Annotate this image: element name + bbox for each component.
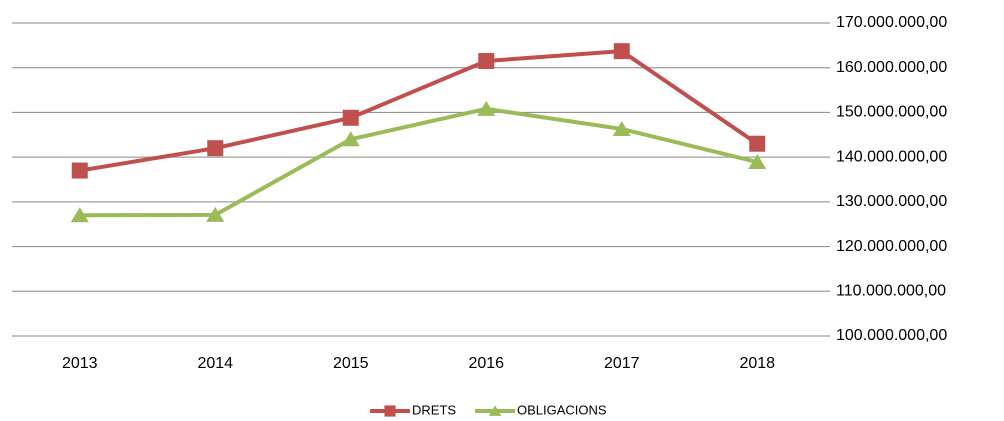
point [207,140,224,157]
x-tick-label: 2017 [604,355,640,372]
y-tick-label: 110.000.000,00 [836,283,946,300]
legend-marker [488,405,502,416]
x-tick-label: 2016 [468,355,504,372]
y-tick-label: 100.000.000,00 [836,327,947,344]
point [749,135,766,152]
point [341,131,360,147]
point [478,53,495,70]
point [342,109,359,126]
series-line [79,49,759,173]
point [71,162,88,179]
y-tick-label: 140.000.000,00 [836,148,947,165]
point [477,100,496,116]
y-tick-label: 130.000.000,00 [836,193,947,210]
point [748,154,767,170]
y-tick-label: 150.000.000,00 [836,104,947,121]
series-line [79,106,758,218]
y-tick-label: 160.000.000,00 [836,59,947,76]
y-tick-label: 120.000.000,00 [836,238,947,255]
point [206,206,225,222]
legend-label: OBLIGACIONS [517,402,607,417]
x-tick-label: 2014 [197,355,233,372]
y-tick-label: 170.000.000,00 [836,14,947,31]
point [612,120,631,136]
point [70,207,89,223]
x-tick-label: 2015 [333,355,369,372]
legend-marker [384,405,396,417]
x-tick-label: 2013 [62,355,98,372]
legend-label: DRETS [412,402,456,417]
point [613,43,630,60]
x-tick-label: 2018 [739,355,775,372]
